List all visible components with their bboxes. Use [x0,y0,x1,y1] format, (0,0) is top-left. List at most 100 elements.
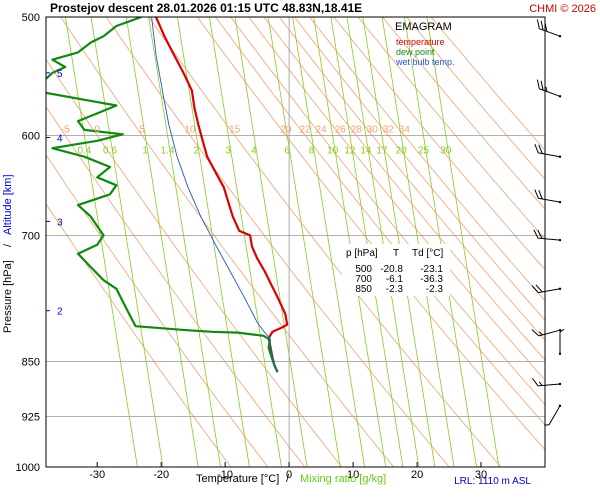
legend-wetbulb: wet bulb temp. [395,57,455,67]
mixing-ratio-line [346,17,420,467]
altitude-tick-label: 4 [57,134,63,145]
mixing-ratio-label: 20 [396,145,408,156]
legend-title: EMAGRAM [395,21,452,33]
wind-barb [533,229,562,242]
wind-barb-base [558,382,562,386]
table-row-t: -2.3 [386,284,404,295]
level-table-box [342,244,450,296]
legend: EMAGRAM temperature dew point wet bulb t… [395,21,455,67]
dry-adiabat-label: 28 [351,124,363,135]
wind-barb-base [558,95,562,98]
mixing-ratio-label: 25 [418,145,430,156]
dry-adiabat-line [263,17,545,361]
dry-adiabat-line [278,17,545,341]
wind-barb-staff [548,405,561,426]
mixing-ratio-label: 12 [344,145,356,156]
mixing-ratio-line [177,17,250,467]
xlabel-temperature: Temperature [°C] [196,473,279,485]
wind-barb-base [558,200,562,204]
legend-dewpoint: dew point [396,47,435,57]
dry-adiabat-label: 34 [399,124,411,135]
temperature-tick-label: 20 [411,469,423,481]
wind-barb-feather [540,20,544,31]
altitude-tick-label: 2 [57,307,63,318]
dry-adiabat-line [105,17,450,467]
temperature-tick-label: -30 [89,469,105,481]
wind-barb [532,378,562,387]
xlabel-separator: / [286,473,290,485]
table-row-p: 500 [355,264,372,275]
ylabel-group: Pressure [hPa] / Altitude [km] [2,174,14,333]
dry-adiabat-label: 15 [229,124,241,135]
mixing-ratio-line [404,17,477,467]
pressure-tick-label: 850 [22,357,40,369]
wind-barb-feather [532,378,539,387]
ylabel-pressure: Pressure [hPa] [2,260,14,333]
wind-barb [544,404,562,426]
pressure-tick-label: 700 [22,230,40,242]
plot-frame [45,16,546,468]
dry-adiabat-line [309,17,545,302]
wind-barb-feather [531,329,540,337]
wind-barb-half-feather [538,331,543,336]
wind-barb-half-feather [545,86,548,92]
series-line-dew-point [46,17,279,373]
wind-barb-base [558,329,562,332]
wind-barb-feather [536,19,540,29]
wind-barb-feather [540,80,544,91]
wind-barb [558,328,565,355]
wind-barb-base [558,404,562,407]
dry-adiabat-line [46,105,306,467]
wind-barb [531,329,562,337]
wind-barb [536,19,562,38]
temperature-tick-label: -20 [153,469,169,481]
mixing-ratio-line [148,17,221,467]
mixing-ratio-line [90,17,164,467]
dry-adiabat-label: 24 [316,124,328,135]
dry-adiabat-label: 26 [335,124,347,135]
level-table: p [hPa] T Td [°C] 500 -20.8 -23.1 700 -6… [342,244,450,296]
mixing-ratio-label: 14 [360,145,372,156]
mixing-ratio-line [234,17,308,467]
series-line-wet-bulb-temp [151,17,279,373]
temperature-tick-label: 30 [475,469,487,481]
legend-temperature: temperature [396,37,445,47]
xlabel-mixing-ratio: Mixing ratio [g/kg] [300,473,386,485]
mixing-ratio-label: 2 [194,145,200,156]
wind-barb-base [558,155,562,158]
ylabel-separator: / [2,243,14,247]
mixing-ratio-label: 17 [376,145,388,156]
mixing-ratio-label: 8 [309,145,315,156]
dry-adiabat-line [46,154,269,467]
pressure-tick-label: 500 [22,12,40,24]
wind-barb-feather [538,144,543,154]
wind-barb-feather [544,22,548,32]
mixing-ratio-line [330,17,404,467]
altitude-tick-label: 5 [57,69,63,80]
mixing-ratio-label: 4 [251,145,257,156]
wind-barbs-panel [531,19,565,426]
mixing-ratio-label: 30 [440,145,452,156]
dry-adiabat-label: 32 [383,124,395,135]
pressure-tick-label: 925 [22,411,40,423]
dry-adiabat-line [357,17,545,240]
table-row-p: 850 [355,284,372,295]
dry-adiabat-line [293,17,545,321]
wind-barb-half-feather [559,328,565,333]
mixing-ratio-line [65,17,138,467]
dry-adiabat-label: 10 [184,124,196,135]
wind-barb-feather [536,79,540,89]
dry-adiabat-line [381,17,545,210]
mixing-ratio-layer [65,17,500,467]
wind-barb-feather [534,189,539,199]
mixing-ratio-label: 0.4 [77,145,91,156]
table-row-p: 700 [355,274,372,285]
wind-barb [534,189,562,204]
table-row-t: -20.8 [380,264,403,275]
wind-barb-feather [535,284,543,293]
line-labels-layer: -5 0 5 10 15 20 22 24 26 28 30 32 340.4 0.6 1 1.4 2 3 4 6 8 1… [61,124,452,156]
wind-barb-feather [537,229,543,239]
table-header-p: p [hPa] [346,248,378,259]
series-layer [46,17,289,373]
mixing-ratio-label: 3 [226,145,232,156]
